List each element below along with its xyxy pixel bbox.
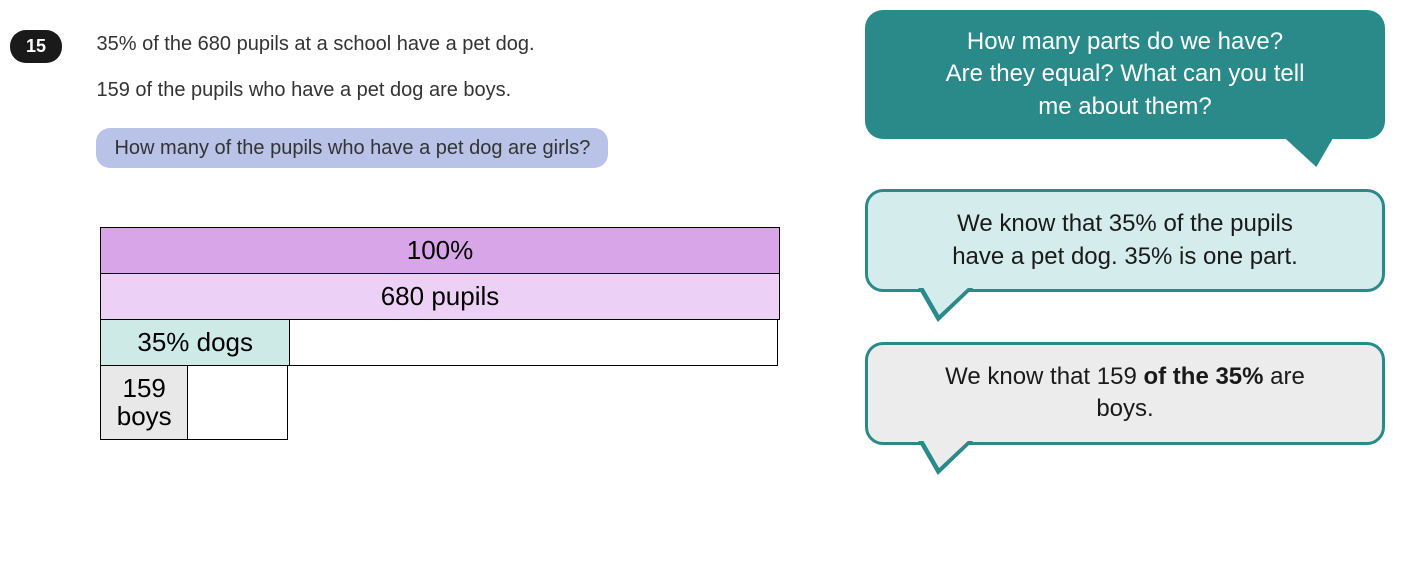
bubble-3-line-1: We know that 159 of the 35% are (892, 361, 1358, 393)
bubble-2-line-2: have a pet dog. 35% is one part. (892, 241, 1358, 273)
question-header: 15 35% of the 680 pupils at a school hav… (10, 30, 810, 168)
bar-cell-rest-1 (289, 319, 779, 367)
bar-row-1: 100% (100, 228, 780, 274)
question-number-badge: 15 (10, 30, 62, 63)
speech-bubbles-panel: How many parts do we have? Are they equa… (865, 10, 1385, 495)
bubble-1-tail-icon (1266, 137, 1333, 167)
problem-body: 35% of the 680 pupils at a school have a… (96, 30, 608, 168)
bar-cell-159boys: 159boys (100, 365, 188, 441)
bar-cell-rest-3 (287, 365, 777, 441)
bubble-2-line-1: We know that 35% of the pupils (892, 208, 1358, 240)
bubble-3-line-2: boys. (892, 393, 1358, 425)
bubble-1-line-2: Are they equal? What can you tell (889, 58, 1361, 90)
question-panel: 15 35% of the 680 pupils at a school hav… (10, 30, 810, 440)
bubble-3-bold: of the 35% (1143, 363, 1263, 390)
bubble-1-line-1: How many parts do we have? (889, 26, 1361, 58)
bar-model: 100% 680 pupils 35% dogs 159boys (100, 228, 780, 440)
speech-bubble-1: How many parts do we have? Are they equa… (865, 10, 1385, 139)
bubble-1-line-3: me about them? (889, 91, 1361, 123)
question-prompt: How many of the pupils who have a pet do… (96, 128, 608, 168)
bar-cell-35pct: 35% dogs (100, 319, 290, 367)
problem-line-1: 35% of the 680 pupils at a school have a… (96, 30, 608, 58)
bar-cell-680: 680 pupils (100, 273, 780, 321)
speech-bubble-3: We know that 159 of the 35% are boys. (865, 342, 1385, 445)
bar-cell-100pct: 100% (100, 227, 780, 275)
bar-row-2: 680 pupils (100, 274, 780, 320)
bar-row-3: 35% dogs (100, 320, 780, 366)
problem-line-2: 159 of the pupils who have a pet dog are… (96, 76, 608, 104)
speech-bubble-2: We know that 35% of the pupils have a pe… (865, 189, 1385, 292)
bar-cell-rest-2 (187, 365, 289, 441)
bubble-3-prefix: We know that 159 (945, 363, 1143, 390)
bubble-3-suffix: are (1264, 363, 1305, 390)
bar-row-4: 159boys (100, 366, 780, 440)
